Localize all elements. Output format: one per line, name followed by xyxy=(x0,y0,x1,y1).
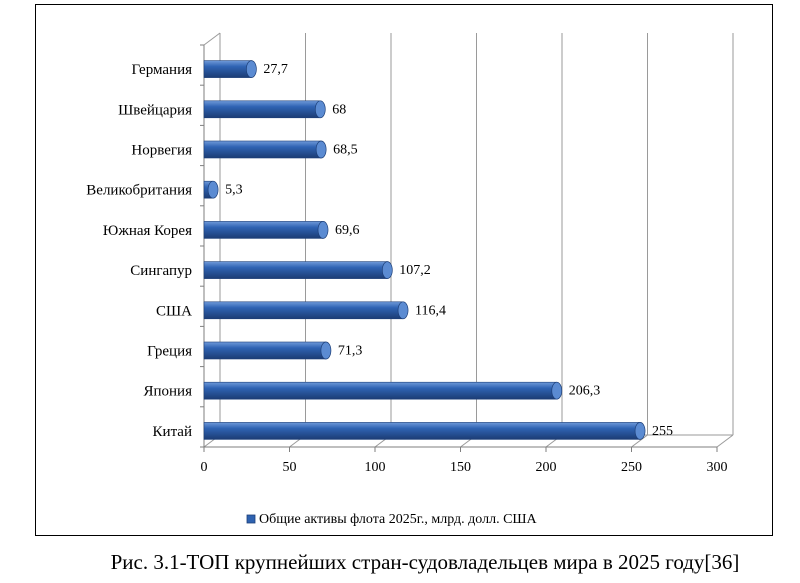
data-label-7: 71,3 xyxy=(338,344,363,359)
bar-cap-1 xyxy=(314,100,326,119)
data-label-0: 27,7 xyxy=(263,62,288,77)
floor-gridline-6 xyxy=(716,434,734,448)
data-label-8: 206,3 xyxy=(569,384,601,399)
figure-caption: Рис. 3.1-ТОП крупнейших стран-судовладел… xyxy=(110,550,740,574)
bar-cap-0 xyxy=(246,60,257,78)
bar-cap-7 xyxy=(320,341,332,360)
x-tick-label-5: 250 xyxy=(621,460,642,475)
category-label-9: Китай xyxy=(153,424,192,440)
bar-cap-8 xyxy=(551,381,563,400)
legend-swatch xyxy=(246,514,256,524)
data-label-6: 116,4 xyxy=(415,303,446,318)
category-label-5: Сингапур xyxy=(130,263,192,279)
bar-4 xyxy=(203,221,324,239)
data-label-1: 68 xyxy=(332,102,346,117)
data-label-2: 68,5 xyxy=(333,143,358,158)
category-label-0: Германия xyxy=(132,62,193,78)
category-label-1: Швейцария xyxy=(118,102,192,118)
x-tick-label-3: 150 xyxy=(450,460,471,475)
bar-cap-5 xyxy=(381,261,393,279)
bar-8 xyxy=(203,381,558,400)
x-tick-label-1: 50 xyxy=(283,460,297,475)
labels: 0 50 100 150 200 250 300 Германия 27,7 Швейцария 6… xyxy=(86,62,727,475)
category-label-8: Япония xyxy=(144,384,193,400)
category-label-2: Норвегия xyxy=(131,143,192,159)
bar-cap-2 xyxy=(315,140,327,159)
category-label-3: Великобритания xyxy=(86,183,192,199)
bar-7 xyxy=(203,341,327,360)
category-label-7: Греция xyxy=(147,344,192,360)
floor-gridline-5 xyxy=(631,434,648,448)
bars xyxy=(203,60,646,440)
left-wall-top xyxy=(203,32,221,46)
bar-0 xyxy=(203,60,252,78)
data-label-5: 107,2 xyxy=(399,263,431,278)
x-tick-label-0: 0 xyxy=(201,460,208,475)
bar-chart: 0 50 100 150 200 250 300 Германия 27,7 Швейцария 6… xyxy=(86,32,734,527)
legend-label: Общие активы флота 2025г., млрд. долл. С… xyxy=(259,512,538,527)
bar-6 xyxy=(203,301,404,320)
bar-9 xyxy=(203,422,641,440)
gridlines xyxy=(203,33,734,448)
bar-5 xyxy=(203,261,388,279)
data-label-4: 69,6 xyxy=(335,223,360,238)
category-label-4: Южная Корея xyxy=(103,223,192,239)
x-tick-label-6: 300 xyxy=(707,460,728,475)
bar-1 xyxy=(203,100,321,119)
x-tick-label-4: 200 xyxy=(536,460,557,475)
legend: Общие активы флота 2025г., млрд. долл. С… xyxy=(246,512,538,527)
x-tick-label-2: 100 xyxy=(365,460,386,475)
bar-cap-3 xyxy=(207,180,219,199)
chart-frame: 0 50 100 150 200 250 300 Германия 27,7 Швейцария 6… xyxy=(35,4,773,536)
category-label-6: США xyxy=(156,303,192,319)
data-label-9: 255 xyxy=(652,424,673,439)
bar-cap-4 xyxy=(317,221,329,239)
bar-cap-9 xyxy=(634,422,646,440)
data-label-3: 5,3 xyxy=(225,183,243,198)
bar-2 xyxy=(203,140,322,159)
bar-cap-6 xyxy=(397,301,409,320)
